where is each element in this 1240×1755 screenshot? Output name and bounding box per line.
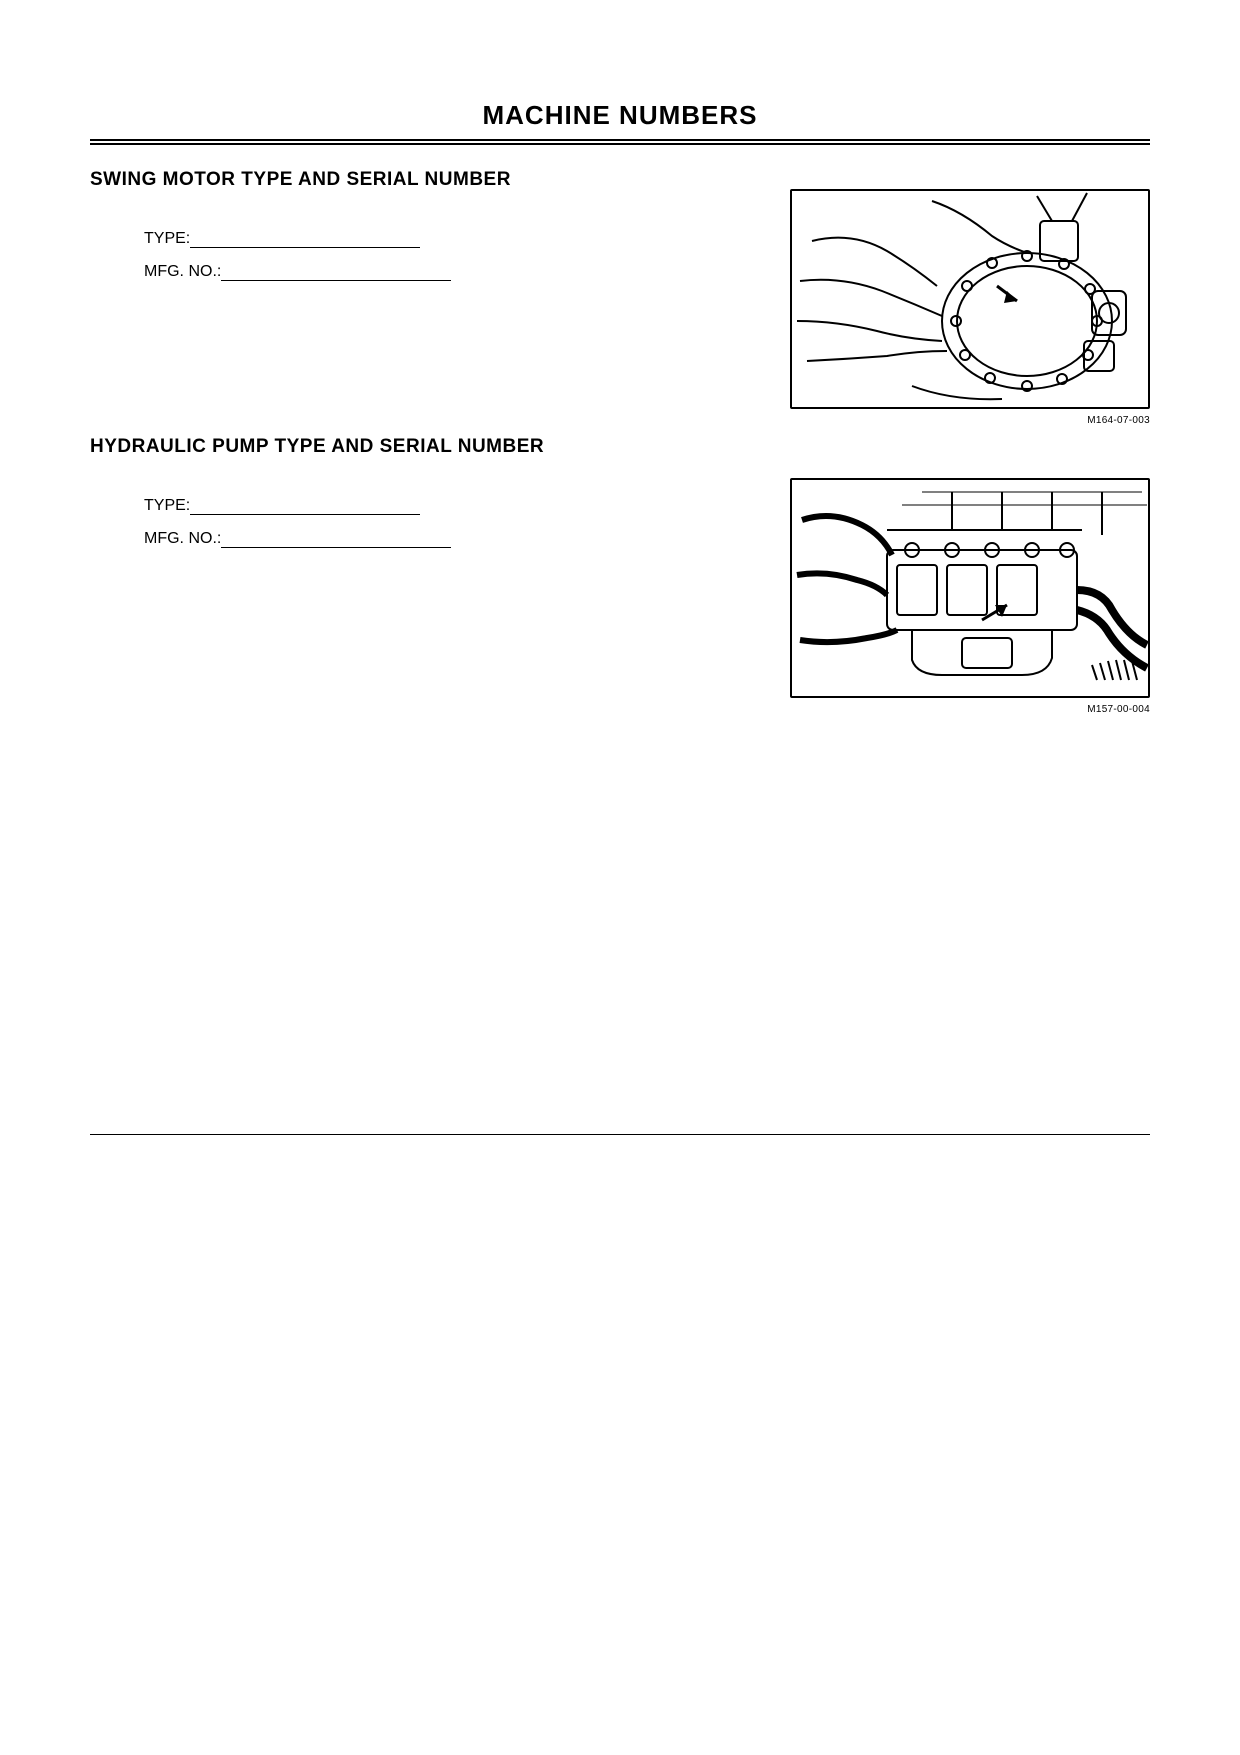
footer-rule bbox=[90, 1134, 1150, 1135]
figure-hydraulic-pump: M157-00-004 bbox=[790, 478, 1150, 715]
line-swing-mfgno[interactable] bbox=[221, 262, 451, 281]
caption-swing-motor: M164-07-003 bbox=[790, 415, 1150, 426]
hydraulic-pump-illustration-icon bbox=[792, 480, 1150, 698]
caption-hydraulic-pump: M157-00-004 bbox=[790, 704, 1150, 715]
form-swing-motor: TYPE: MFG. NO.: bbox=[90, 229, 599, 281]
swing-motor-illustration-icon bbox=[792, 191, 1150, 409]
line-swing-type[interactable] bbox=[190, 229, 420, 248]
label-swing-mfgno: MFG. NO.: bbox=[144, 263, 221, 281]
page-title: MACHINE NUMBERS bbox=[90, 100, 1150, 131]
row-pump-mfgno: MFG. NO.: bbox=[144, 529, 599, 548]
section-swing-motor: SWING MOTOR TYPE AND SERIAL NUMBER TYPE:… bbox=[90, 169, 1150, 424]
heading-swing-motor: SWING MOTOR TYPE AND SERIAL NUMBER bbox=[90, 169, 1150, 191]
section-hydraulic-pump: HYDRAULIC PUMP TYPE AND SERIAL NUMBER TY… bbox=[90, 436, 1150, 726]
row-swing-type: TYPE: bbox=[144, 229, 599, 248]
heading-hydraulic-pump: HYDRAULIC PUMP TYPE AND SERIAL NUMBER bbox=[90, 436, 599, 458]
figure-image-swing-motor bbox=[790, 189, 1150, 409]
label-swing-type: TYPE: bbox=[144, 230, 190, 248]
figure-swing-motor: M164-07-003 bbox=[790, 189, 1150, 426]
row-swing-mfgno: MFG. NO.: bbox=[144, 262, 599, 281]
figure-image-hydraulic-pump bbox=[790, 478, 1150, 698]
label-pump-type: TYPE: bbox=[144, 497, 190, 515]
label-pump-mfgno: MFG. NO.: bbox=[144, 530, 221, 548]
line-pump-type[interactable] bbox=[190, 496, 420, 515]
title-double-rule bbox=[90, 139, 1150, 145]
row-pump-type: TYPE: bbox=[144, 496, 599, 515]
line-pump-mfgno[interactable] bbox=[221, 529, 451, 548]
form-hydraulic-pump: TYPE: MFG. NO.: bbox=[90, 496, 599, 548]
